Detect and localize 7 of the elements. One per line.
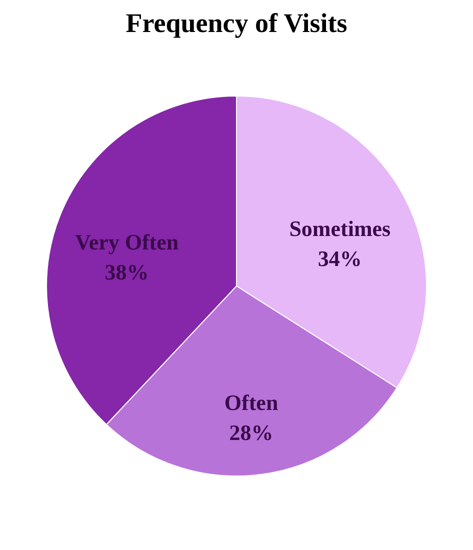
- data-label: 28%: [229, 420, 274, 446]
- slice-label: Often: [224, 390, 278, 416]
- slice-label: Very Often: [74, 230, 179, 255]
- chart-title: Frequency of Visits: [126, 8, 348, 38]
- data-label: 34%: [318, 246, 362, 272]
- slice-label: Sometimes: [289, 216, 392, 242]
- data-label: 38%: [104, 260, 149, 285]
